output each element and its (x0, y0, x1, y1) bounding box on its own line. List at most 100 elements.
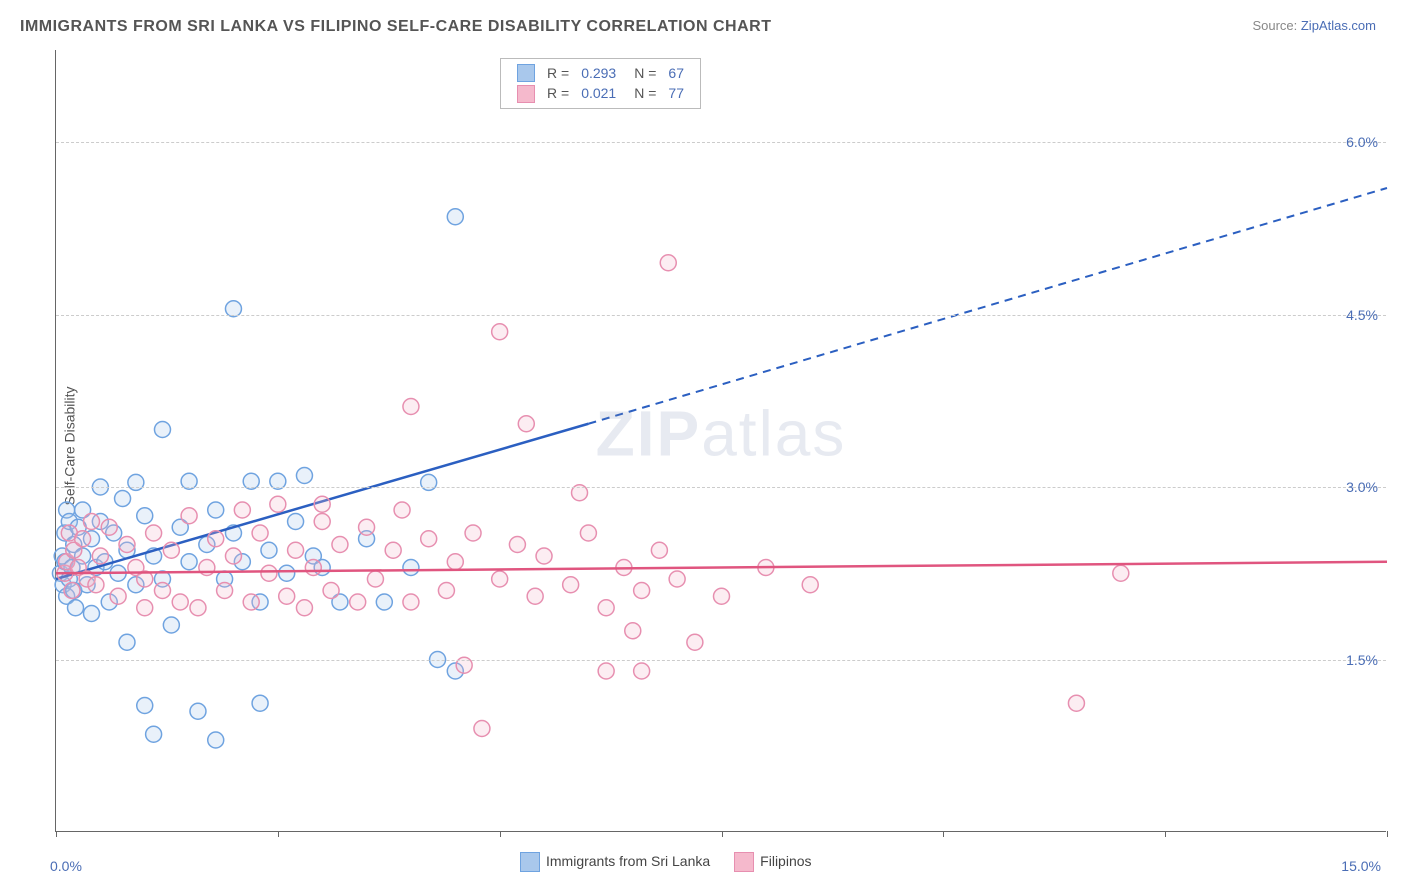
scatter-point (296, 600, 312, 616)
scatter-point (421, 531, 437, 547)
scatter-point (146, 525, 162, 541)
legend-n-value: 67 (662, 63, 690, 83)
scatter-point (563, 577, 579, 593)
scatter-point (225, 548, 241, 564)
trend-line-extrapolated (588, 188, 1387, 424)
scatter-point (394, 502, 410, 518)
scatter-point (350, 594, 366, 610)
chart-area: ZIPatlas 1.5%3.0%4.5%6.0% (55, 50, 1386, 832)
scatter-point (288, 514, 304, 530)
scatter-point (137, 508, 153, 524)
trend-line (56, 562, 1387, 574)
scatter-point (359, 519, 375, 535)
x-tick-mark (278, 831, 279, 837)
scatter-point (651, 542, 667, 558)
scatter-point (305, 560, 321, 576)
scatter-point (492, 571, 508, 587)
legend-swatch (734, 852, 754, 872)
scatter-point (64, 583, 80, 599)
scatter-point (403, 399, 419, 415)
scatter-point (68, 600, 84, 616)
scatter-point (580, 525, 596, 541)
scatter-point (421, 474, 437, 490)
scatter-point (234, 502, 250, 518)
scatter-point (270, 496, 286, 512)
scatter-point (261, 542, 277, 558)
scatter-point (137, 698, 153, 714)
scatter-point (288, 542, 304, 558)
scatter-point (172, 594, 188, 610)
legend-series-label: Filipinos (760, 853, 811, 869)
scatter-point (92, 548, 108, 564)
scatter-point (1113, 565, 1129, 581)
scatter-point (190, 703, 206, 719)
scatter-point (536, 548, 552, 564)
legend-row: R =0.021N =77 (511, 83, 690, 103)
scatter-point (367, 571, 383, 587)
scatter-point (252, 695, 268, 711)
scatter-point (83, 514, 99, 530)
gridline (56, 487, 1386, 488)
scatter-point (163, 542, 179, 558)
scatter-point (279, 565, 295, 581)
x-tick-mark (56, 831, 57, 837)
scatter-point (252, 525, 268, 541)
scatter-point (474, 721, 490, 737)
y-tick-label: 3.0% (1346, 479, 1378, 495)
legend-swatch (520, 852, 540, 872)
scatter-point (190, 600, 206, 616)
series-legend: Immigrants from Sri Lanka Filipinos (520, 852, 836, 872)
scatter-point (296, 468, 312, 484)
scatter-point (154, 583, 170, 599)
legend-n-label: N = (622, 83, 662, 103)
scatter-point (447, 554, 463, 570)
scatter-point (598, 600, 614, 616)
scatter-point (208, 531, 224, 547)
scatter-point (323, 583, 339, 599)
scatter-point (119, 537, 135, 553)
scatter-point (181, 508, 197, 524)
x-tick-mark (943, 831, 944, 837)
scatter-point (137, 600, 153, 616)
scatter-point (660, 255, 676, 271)
scatter-point (625, 623, 641, 639)
gridline (56, 660, 1386, 661)
scatter-point (128, 474, 144, 490)
source-label: Source: (1252, 18, 1300, 33)
scatter-point (403, 594, 419, 610)
scatter-point (261, 565, 277, 581)
scatter-point (110, 588, 126, 604)
y-tick-label: 4.5% (1346, 307, 1378, 323)
scatter-point (119, 634, 135, 650)
scatter-point (115, 491, 131, 507)
legend-swatch (517, 64, 535, 82)
scatter-point (518, 416, 534, 432)
legend-n-value: 77 (662, 83, 690, 103)
scatter-point (101, 519, 117, 535)
legend-r-label: R = (541, 83, 575, 103)
legend-table: R =0.293N =67R =0.021N =77 (511, 63, 690, 104)
legend-series-label: Immigrants from Sri Lanka (546, 853, 710, 869)
scatter-point (314, 496, 330, 512)
scatter-point (279, 588, 295, 604)
scatter-point (634, 583, 650, 599)
scatter-point (598, 663, 614, 679)
scatter-point (687, 634, 703, 650)
scatter-point (163, 617, 179, 633)
legend-n-label: N = (622, 63, 662, 83)
scatter-point (403, 560, 419, 576)
scatter-point (208, 502, 224, 518)
scatter-point (1068, 695, 1084, 711)
y-tick-label: 6.0% (1346, 134, 1378, 150)
scatter-point (88, 577, 104, 593)
scatter-point (669, 571, 685, 587)
x-tick-mark (722, 831, 723, 837)
scatter-point (438, 583, 454, 599)
scatter-point (332, 537, 348, 553)
scatter-point (492, 324, 508, 340)
scatter-point (376, 594, 392, 610)
source-link[interactable]: ZipAtlas.com (1301, 18, 1376, 33)
scatter-plot (56, 50, 1386, 831)
scatter-point (385, 542, 401, 558)
scatter-point (465, 525, 481, 541)
